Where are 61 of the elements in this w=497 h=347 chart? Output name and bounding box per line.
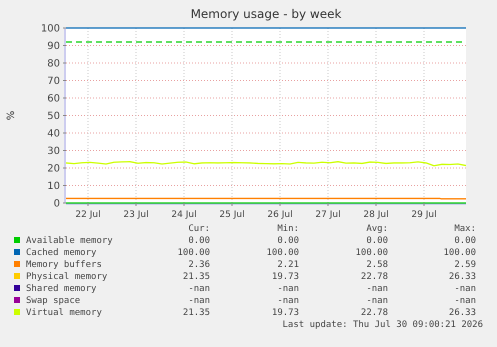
text: -nan <box>188 296 210 306</box>
legend-label: Memory buffers <box>26 260 102 270</box>
y-tick-label: 80 <box>47 58 60 70</box>
text: -nan <box>277 296 299 306</box>
text: 26.33 <box>448 272 476 282</box>
legend-label: Cached memory <box>26 248 98 258</box>
y-axis-title: % <box>6 110 17 120</box>
text: 2.59 <box>454 260 476 270</box>
x-tick-label: 24 Jul <box>171 210 197 220</box>
text: 22.78 <box>360 272 388 282</box>
x-tick-label: 22 Jul <box>75 210 101 220</box>
text: 100.00 <box>266 248 299 258</box>
x-tick-label: 27 Jul <box>315 210 341 220</box>
text: 0.00 <box>366 236 388 246</box>
legend-label: Available memory <box>26 236 114 246</box>
text: 2.36 <box>188 260 210 270</box>
text: Min: <box>277 224 299 234</box>
x-tick-label: 25 Jul <box>219 210 245 220</box>
text: -nan <box>188 284 210 294</box>
text: 2.21 <box>277 260 299 270</box>
text: 26.33 <box>448 308 476 318</box>
text: -nan <box>366 296 388 306</box>
x-tick-label: 23 Jul <box>123 210 149 220</box>
legend-label: Swap space <box>26 296 80 306</box>
y-tick-label: 20 <box>47 164 60 174</box>
y-tick-label: 70 <box>47 76 60 87</box>
text: 22.78 <box>360 308 388 318</box>
text: 0.00 <box>188 236 210 246</box>
text: -nan <box>454 284 476 294</box>
y-tick-label: 0 <box>54 198 60 210</box>
text: Avg: <box>366 224 388 234</box>
y-tick-label: 90 <box>47 41 60 52</box>
y-tick-label: 60 <box>47 94 60 104</box>
text: 100.00 <box>443 248 476 258</box>
legend-label: Shared memory <box>26 284 98 294</box>
legend-label: Physical memory <box>26 272 108 282</box>
chart-title: Memory usage - by week <box>190 7 342 21</box>
text: -nan <box>366 284 388 294</box>
text: 19.73 <box>272 272 299 282</box>
text: 21.35 <box>182 308 210 318</box>
text: 0.00 <box>454 236 476 246</box>
text: Max: <box>454 224 476 234</box>
y-tick-label: 30 <box>47 146 60 157</box>
x-tick-label: 28 Jul <box>363 210 389 220</box>
text: -nan <box>277 284 299 294</box>
text: 21.35 <box>182 272 210 282</box>
x-tick-label: 26 Jul <box>267 210 293 220</box>
text: 2.58 <box>366 260 388 270</box>
y-tick-label: 10 <box>47 181 60 192</box>
y-tick-label: 100 <box>40 24 60 34</box>
y-tick-label: 50 <box>47 111 60 122</box>
x-tick-label: 29 Jul <box>411 210 437 220</box>
text: 100.00 <box>177 248 210 258</box>
text: 19.73 <box>272 308 299 318</box>
text: 0.00 <box>277 236 299 246</box>
legend-label: Virtual memory <box>26 308 102 318</box>
text: 100.00 <box>355 248 388 258</box>
text: -nan <box>454 296 476 306</box>
y-tick-label: 40 <box>47 128 60 140</box>
text: Cur: <box>188 224 210 234</box>
text: Last update: Thu Jul 30 09:00:21 2026 <box>282 320 483 330</box>
